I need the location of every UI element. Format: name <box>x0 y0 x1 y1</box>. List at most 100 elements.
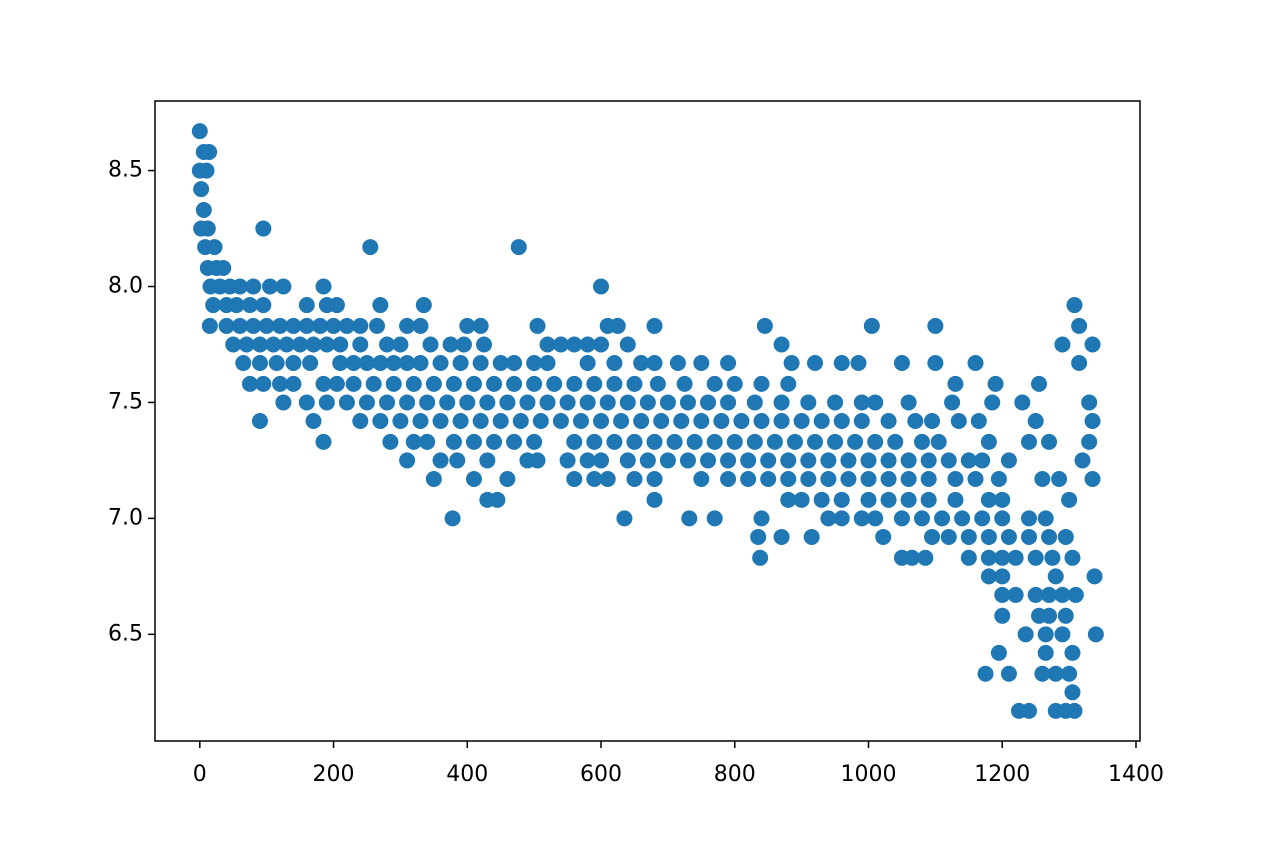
point <box>599 470 616 487</box>
point <box>593 413 610 429</box>
point <box>800 470 817 487</box>
point <box>900 394 917 411</box>
point <box>1051 470 1068 487</box>
point <box>960 549 977 566</box>
point <box>332 336 349 353</box>
y-tick-label: 8.5 <box>108 158 143 183</box>
point <box>369 317 386 334</box>
point <box>345 375 362 392</box>
point <box>552 336 569 353</box>
point <box>1041 528 1058 545</box>
point <box>1054 586 1071 603</box>
point <box>980 433 997 450</box>
point <box>1057 528 1074 545</box>
point <box>251 355 268 372</box>
point <box>399 452 416 469</box>
point <box>245 278 262 295</box>
point <box>472 317 489 334</box>
point <box>639 394 656 411</box>
point <box>773 413 790 429</box>
point <box>917 549 934 566</box>
point <box>1081 433 1098 450</box>
point <box>1000 665 1017 682</box>
point <box>974 510 991 527</box>
point <box>606 433 623 450</box>
point <box>990 470 1007 487</box>
point <box>593 452 610 469</box>
point <box>399 317 416 334</box>
point <box>867 433 884 450</box>
point <box>626 375 643 392</box>
x-tick-label: 400 <box>446 762 488 787</box>
point <box>379 336 396 353</box>
point <box>552 413 569 429</box>
point <box>586 375 603 392</box>
point <box>479 394 496 411</box>
point <box>773 394 790 411</box>
point <box>1000 452 1017 469</box>
point <box>960 528 977 545</box>
point <box>198 162 215 179</box>
point <box>218 317 235 334</box>
point <box>593 336 610 353</box>
point <box>512 413 529 429</box>
point <box>506 355 523 372</box>
point <box>706 433 723 450</box>
point <box>1007 549 1024 566</box>
point <box>1027 586 1044 603</box>
point <box>853 510 870 527</box>
point <box>439 394 456 411</box>
point <box>492 355 509 372</box>
point <box>681 510 698 527</box>
point <box>693 470 710 487</box>
point <box>924 413 941 429</box>
point <box>328 297 345 314</box>
point <box>405 375 422 392</box>
point <box>676 375 693 392</box>
point <box>659 394 676 411</box>
point <box>619 452 636 469</box>
point <box>646 470 663 487</box>
point <box>529 452 546 469</box>
point <box>1086 568 1103 585</box>
point <box>459 394 476 411</box>
point <box>599 394 616 411</box>
point <box>780 491 797 508</box>
point <box>659 452 676 469</box>
point <box>880 470 897 487</box>
point <box>960 452 977 469</box>
point <box>1087 626 1104 643</box>
point <box>1041 433 1058 450</box>
point <box>1007 586 1024 603</box>
point <box>1047 568 1064 585</box>
point <box>900 491 917 508</box>
point <box>405 433 422 450</box>
point <box>445 433 462 450</box>
point <box>472 413 489 429</box>
point <box>860 470 877 487</box>
point <box>980 568 997 585</box>
point <box>579 336 596 353</box>
point <box>847 433 864 450</box>
point <box>740 470 757 487</box>
point <box>970 413 987 429</box>
point <box>840 452 857 469</box>
point <box>833 491 850 508</box>
point <box>756 317 773 334</box>
point <box>272 375 289 392</box>
point <box>566 375 583 392</box>
point <box>358 394 375 411</box>
point <box>853 413 870 429</box>
point <box>338 317 355 334</box>
point <box>914 510 931 527</box>
point <box>506 375 523 392</box>
point <box>298 297 315 314</box>
point <box>1034 665 1051 682</box>
point <box>639 452 656 469</box>
point <box>646 491 663 508</box>
point <box>752 549 769 566</box>
point <box>285 375 302 392</box>
point <box>880 491 897 508</box>
point <box>455 336 472 353</box>
